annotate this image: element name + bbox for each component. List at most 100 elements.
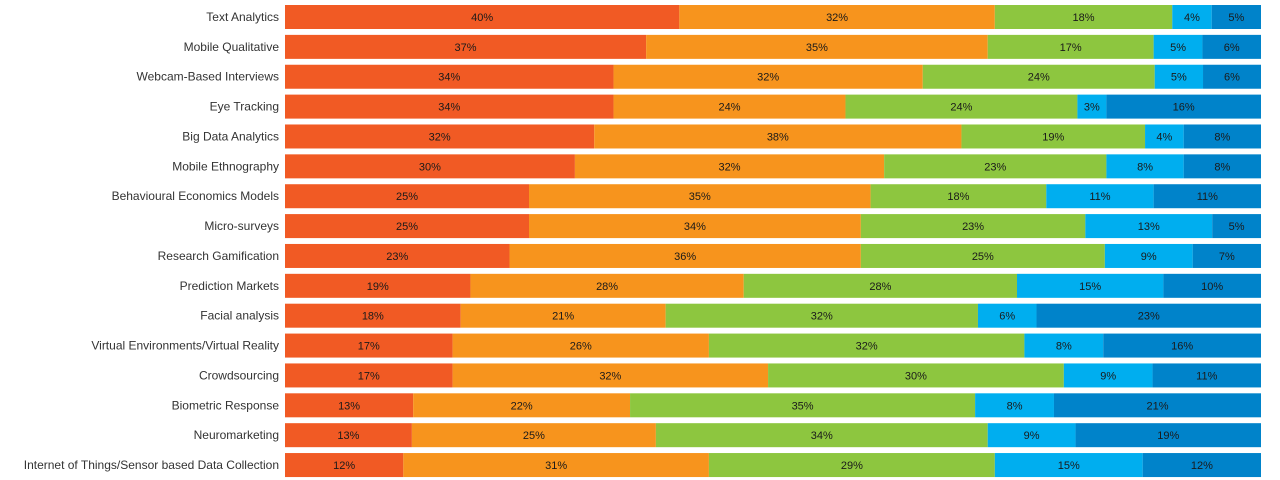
bar-segment	[1192, 243, 1261, 268]
data-label: 21%	[552, 311, 574, 323]
data-label: 30%	[419, 161, 441, 173]
data-label: 7%	[1219, 251, 1235, 263]
data-label: 32%	[856, 341, 878, 353]
bar-segment	[922, 64, 1155, 89]
category-label: Mobile Ethnography	[172, 159, 279, 173]
bar-segment	[470, 273, 744, 298]
bar-segment	[987, 423, 1076, 448]
data-label: 35%	[689, 191, 711, 203]
bar-segment	[460, 303, 666, 328]
bar-segment	[845, 94, 1078, 119]
bar-segment	[1077, 94, 1107, 119]
data-label: 25%	[396, 221, 418, 233]
bar-segment	[411, 423, 656, 448]
bar-segment	[1183, 124, 1261, 149]
bar-segment	[285, 34, 647, 59]
category-label: Prediction Markets	[180, 279, 279, 293]
data-label: 6%	[1224, 42, 1240, 54]
category-label: Text Analytics	[206, 10, 279, 24]
bar-row: Text Analytics 40% 32% 18% 4% 5%	[206, 5, 1261, 29]
bar-segment	[285, 184, 529, 209]
bar-segment	[285, 5, 680, 29]
bar-segment	[452, 333, 709, 358]
data-label: 19%	[1042, 131, 1064, 143]
data-label: 34%	[438, 102, 460, 114]
bar-segment	[285, 94, 614, 119]
data-label: 11%	[1089, 191, 1110, 203]
bar-segment	[665, 303, 978, 328]
bar-segment	[1046, 184, 1154, 209]
data-label: 38%	[767, 131, 789, 143]
bar-segment	[870, 184, 1047, 209]
data-label: 19%	[367, 281, 389, 293]
bar-row: Behavioural Economics Models 25% 35% 18% 11%…	[112, 184, 1261, 209]
data-label: 13%	[338, 400, 360, 412]
data-label: 35%	[806, 42, 828, 54]
data-label: 18%	[947, 191, 969, 203]
bar-segment	[1075, 423, 1261, 448]
data-label: 15%	[1079, 281, 1101, 293]
data-label: 32%	[757, 72, 779, 84]
data-label: 11%	[1196, 370, 1217, 382]
category-label: Facial analysis	[200, 309, 279, 323]
data-label: 8%	[1056, 341, 1072, 353]
category-label: Crowdsourcing	[199, 368, 279, 382]
bar-segment	[529, 184, 871, 209]
data-label: 23%	[386, 251, 408, 263]
bar-segment	[413, 393, 631, 418]
data-label: 24%	[718, 102, 740, 114]
category-label: Internet of Things/Sensor based Data Col…	[24, 458, 279, 472]
category-label: Research Gamification	[158, 249, 279, 263]
data-label: 16%	[1173, 102, 1195, 114]
bar-row: Webcam-Based Interviews 34% 32% 24% 5% 6%	[137, 64, 1261, 89]
data-label: 23%	[984, 161, 1006, 173]
bar-segment	[860, 243, 1105, 268]
bar-segment	[285, 64, 614, 89]
bar-segment	[594, 124, 962, 149]
data-label: 24%	[950, 102, 972, 114]
data-label: 17%	[358, 341, 380, 353]
bar-segment	[630, 393, 976, 418]
bar-segment	[285, 363, 453, 388]
data-label: 17%	[1060, 42, 1082, 54]
data-label: 17%	[358, 370, 380, 382]
bar-segment	[285, 154, 575, 179]
data-label: 40%	[471, 12, 493, 24]
data-label: 23%	[962, 221, 984, 233]
bar-segment	[987, 34, 1154, 59]
bar-segment	[1145, 124, 1184, 149]
bar-row: Facial analysis 18% 21% 32% 6% 23%	[200, 303, 1261, 328]
bar-segment	[1203, 64, 1261, 89]
bar-row: Mobile Ethnography 30% 32% 23% 8% 8%	[172, 154, 1261, 179]
bar-segment	[1211, 5, 1261, 29]
data-label: 37%	[455, 42, 477, 54]
data-label: 6%	[999, 311, 1015, 323]
bar-segment	[708, 453, 995, 478]
bar-segment	[1063, 363, 1153, 388]
bar-segment	[1036, 303, 1261, 328]
bar-segment	[977, 303, 1037, 328]
data-label: 18%	[1073, 12, 1095, 24]
bar-segment	[1154, 64, 1204, 89]
bar-row: Crowdsourcing 17% 32% 30% 9% 11%	[199, 363, 1261, 388]
bar-segment	[403, 453, 709, 478]
bar-segment	[285, 393, 414, 418]
bar-segment	[860, 214, 1086, 239]
data-label: 28%	[869, 281, 891, 293]
data-label: 12%	[333, 460, 355, 472]
bar-segment	[994, 453, 1143, 478]
bar-segment	[285, 273, 471, 298]
bar-segment	[646, 34, 988, 59]
data-label: 25%	[396, 191, 418, 203]
chart-rows: Text Analytics 40% 32% 18% 4% 5%Mobile Qualit…	[24, 5, 1261, 478]
bar-segment	[708, 333, 1025, 358]
bar-segment	[285, 453, 404, 478]
data-label: 29%	[841, 460, 863, 472]
data-label: 9%	[1141, 251, 1157, 263]
bar-segment	[1106, 154, 1184, 179]
bar-segment	[285, 243, 510, 268]
bar-segment	[1183, 154, 1261, 179]
category-label: Mobile Qualitative	[184, 40, 280, 54]
bar-segment	[574, 154, 885, 179]
category-label: Big Data Analytics	[182, 129, 279, 143]
